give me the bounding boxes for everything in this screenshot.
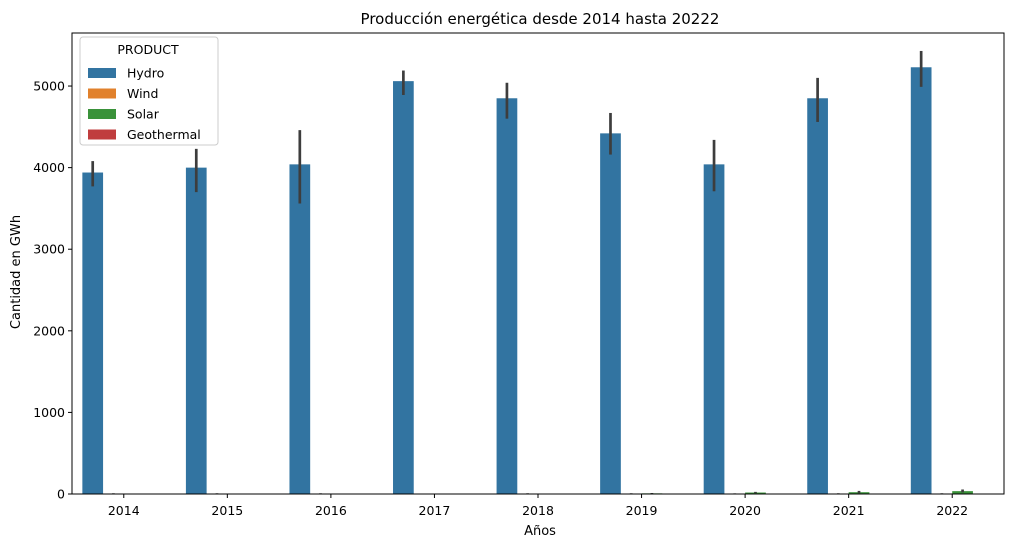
legend-label-hydro: Hydro: [127, 66, 164, 81]
x-tick-label: 2016: [315, 503, 347, 518]
y-tick-label: 3000: [33, 242, 65, 257]
x-tick-label: 2022: [936, 503, 968, 518]
legend-swatch-hydro: [88, 68, 116, 78]
legend-swatch-solar: [88, 109, 116, 119]
bar-hydro-2016: [289, 164, 310, 494]
chart-title: Producción energética desde 2014 hasta 2…: [361, 10, 720, 28]
bar-hydro-2015: [186, 168, 207, 494]
x-tick-label: 2019: [626, 503, 658, 518]
y-axis-label: Cantidad en GWh: [9, 215, 24, 329]
y-tick-label: 0: [57, 487, 65, 502]
y-tick-label: 1000: [33, 405, 65, 420]
x-axis-label: Años: [524, 524, 556, 539]
bar-hydro-2018: [497, 98, 518, 494]
bar-hydro-2020: [704, 164, 725, 494]
legend-label-wind: Wind: [127, 86, 158, 101]
bar-hydro-2022: [911, 67, 932, 494]
x-tick-label: 2020: [729, 503, 761, 518]
bar-hydro-2021: [807, 98, 828, 494]
legend-label-geothermal: Geothermal: [127, 127, 201, 142]
legend: PRODUCT Hydro Wind Solar Geothermal: [80, 37, 218, 145]
bar-hydro-2017: [393, 81, 414, 494]
legend-label-solar: Solar: [127, 107, 160, 122]
x-tick-label: 2021: [833, 503, 865, 518]
x-tick-label: 2017: [419, 503, 451, 518]
x-tick-label: 2014: [108, 503, 140, 518]
legend-swatch-geothermal: [88, 130, 116, 140]
x-tick-label: 2015: [211, 503, 243, 518]
y-tick-label: 2000: [33, 323, 65, 338]
legend-swatch-wind: [88, 89, 116, 99]
y-tick-label: 5000: [33, 79, 65, 94]
bar-hydro-2014: [82, 173, 103, 494]
legend-title: PRODUCT: [117, 42, 179, 57]
x-tick-label: 2018: [522, 503, 554, 518]
bar-hydro-2019: [600, 133, 621, 494]
y-tick-label: 4000: [33, 160, 65, 175]
